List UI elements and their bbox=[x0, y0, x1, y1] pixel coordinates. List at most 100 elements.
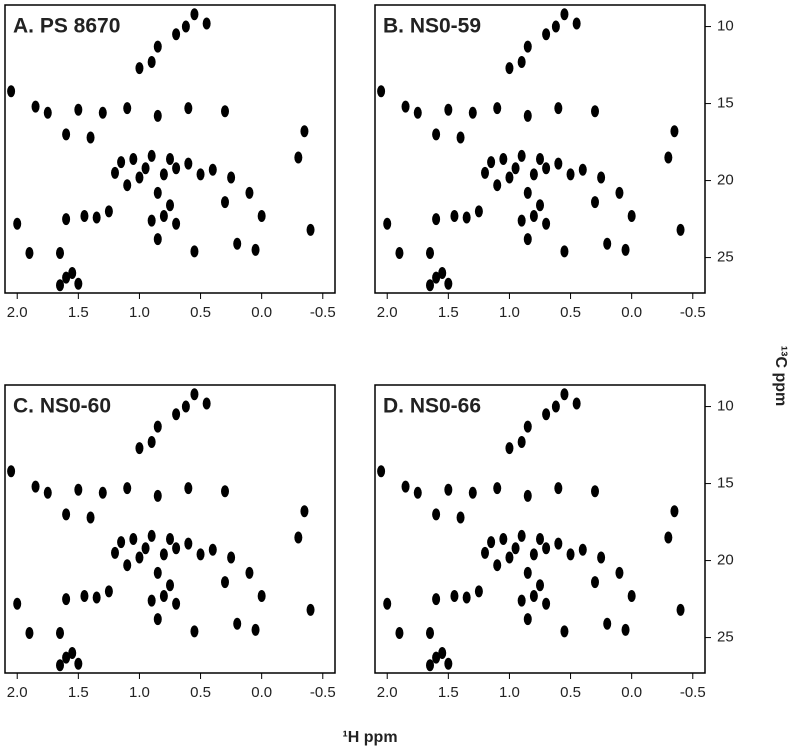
x-tick-label: 1.0 bbox=[499, 684, 520, 701]
panel-title: D. NS0-66 bbox=[383, 395, 481, 418]
peak bbox=[153, 233, 162, 246]
peak bbox=[529, 589, 538, 602]
peak bbox=[505, 551, 514, 564]
peak bbox=[92, 591, 101, 604]
peak bbox=[172, 408, 181, 421]
peak bbox=[172, 217, 181, 230]
peak bbox=[43, 106, 52, 119]
x-tick-label: 1.5 bbox=[438, 684, 459, 701]
peak bbox=[227, 171, 236, 184]
peak bbox=[432, 651, 441, 664]
peak bbox=[578, 163, 587, 176]
peak bbox=[147, 594, 156, 607]
peak bbox=[135, 442, 144, 455]
peak bbox=[190, 8, 199, 21]
peak bbox=[603, 617, 612, 630]
x-tick-label: 1.0 bbox=[129, 684, 150, 701]
y-tick-label: 10 bbox=[717, 18, 734, 35]
peak bbox=[523, 489, 532, 502]
peak bbox=[294, 531, 303, 544]
peak bbox=[591, 196, 599, 209]
peak bbox=[123, 559, 132, 572]
peak bbox=[135, 171, 144, 184]
peak bbox=[456, 511, 465, 524]
x-tick-label: 1.5 bbox=[438, 304, 459, 321]
peak bbox=[184, 537, 193, 550]
peak bbox=[74, 103, 83, 116]
peak bbox=[86, 511, 95, 524]
panel-title: C. NS0-60 bbox=[13, 395, 111, 418]
peak bbox=[202, 17, 211, 30]
peak bbox=[670, 125, 679, 138]
peak bbox=[603, 237, 612, 250]
peak bbox=[542, 217, 551, 230]
x-tick-label: 2.0 bbox=[377, 684, 398, 701]
peak bbox=[432, 213, 441, 226]
peak bbox=[670, 505, 679, 518]
peak bbox=[147, 149, 156, 162]
peak bbox=[104, 205, 113, 218]
peak bbox=[523, 186, 532, 199]
peak bbox=[166, 579, 174, 592]
peak bbox=[499, 153, 508, 166]
peak bbox=[523, 613, 532, 626]
peak bbox=[98, 486, 107, 499]
x-tick-label: 1.5 bbox=[68, 684, 89, 701]
peak bbox=[560, 245, 569, 258]
peak bbox=[493, 559, 502, 572]
peak bbox=[196, 168, 205, 181]
peak bbox=[432, 593, 441, 606]
y-axis-label: ¹³C ppm bbox=[772, 346, 789, 406]
plot-frame bbox=[374, 4, 706, 294]
y-tick-label: 20 bbox=[717, 552, 734, 569]
peak bbox=[554, 102, 563, 115]
peak bbox=[554, 482, 563, 495]
peak bbox=[221, 196, 229, 209]
y-tick-label: 20 bbox=[717, 172, 734, 189]
peak bbox=[181, 20, 190, 33]
peak bbox=[551, 20, 560, 33]
peak bbox=[493, 482, 502, 495]
peak bbox=[517, 435, 526, 448]
peak bbox=[221, 485, 229, 498]
peak bbox=[172, 162, 181, 175]
peak bbox=[147, 529, 156, 542]
peak bbox=[86, 131, 95, 144]
peak bbox=[462, 211, 471, 224]
peak bbox=[383, 597, 392, 610]
peak bbox=[7, 85, 16, 98]
peak bbox=[450, 209, 459, 222]
peak bbox=[413, 486, 422, 499]
peak bbox=[221, 105, 229, 118]
peak bbox=[13, 597, 22, 610]
peak bbox=[487, 536, 496, 549]
peak bbox=[487, 156, 496, 169]
peak bbox=[80, 589, 89, 602]
peak bbox=[615, 186, 624, 199]
peak bbox=[123, 179, 132, 192]
peak bbox=[294, 151, 303, 164]
x-tick-label: 0.5 bbox=[560, 684, 581, 701]
peak bbox=[383, 217, 392, 230]
peak bbox=[523, 233, 532, 246]
panel-title: A. PS 8670 bbox=[13, 15, 120, 38]
peak bbox=[554, 157, 563, 170]
peak bbox=[74, 277, 83, 290]
peak bbox=[153, 420, 162, 433]
x-axis-label: ¹H ppm bbox=[342, 729, 397, 746]
x-tick-label: 1.0 bbox=[129, 304, 150, 321]
peak bbox=[159, 209, 168, 222]
peak bbox=[536, 199, 544, 212]
peak bbox=[62, 508, 71, 521]
peak bbox=[542, 597, 551, 610]
peak bbox=[542, 162, 551, 175]
peak bbox=[511, 162, 520, 175]
x-tick-label: -0.5 bbox=[680, 684, 706, 701]
peak bbox=[426, 626, 434, 639]
peak bbox=[426, 279, 434, 292]
peak bbox=[257, 209, 266, 222]
peak bbox=[166, 199, 174, 212]
peak bbox=[153, 566, 162, 579]
peak bbox=[676, 603, 685, 616]
peak bbox=[245, 566, 254, 579]
